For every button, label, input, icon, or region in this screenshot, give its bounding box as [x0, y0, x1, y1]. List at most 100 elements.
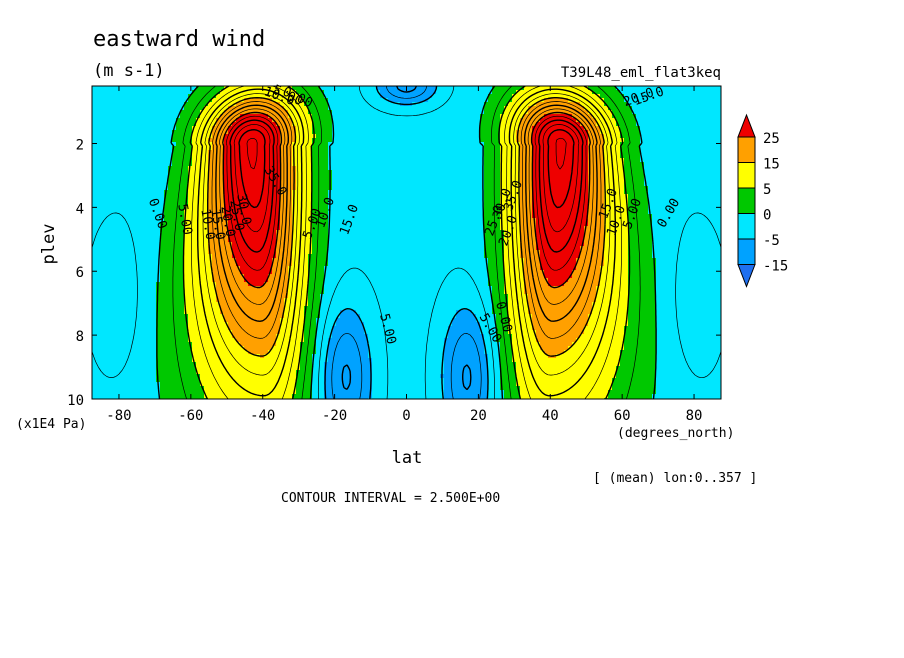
field-cell [136, 250, 141, 255]
field-cell [288, 98, 293, 103]
field-cell [160, 94, 165, 99]
field-cell [92, 274, 97, 279]
field-cell [168, 394, 173, 399]
field-cell [256, 358, 261, 363]
field-cell [340, 246, 345, 251]
field-cell [128, 186, 133, 191]
field-cell [120, 322, 125, 327]
field-cell [132, 342, 137, 347]
field-cell [120, 310, 125, 315]
field-cell [268, 322, 273, 327]
field-cell [276, 382, 281, 387]
field-cell [276, 318, 281, 323]
field-cell [220, 154, 225, 159]
field-cell [336, 294, 341, 299]
field-cell [284, 142, 289, 147]
field-cell [148, 122, 153, 127]
field-cell [160, 314, 165, 319]
field-cell [300, 134, 305, 139]
field-cell [156, 314, 161, 319]
field-cell [284, 166, 289, 171]
field-cell [152, 174, 157, 179]
field-cell [212, 370, 217, 375]
field-cell [276, 326, 281, 331]
field-cell [268, 262, 273, 267]
field-cell [288, 310, 293, 315]
field-cell [232, 154, 237, 159]
field-cell [244, 162, 249, 167]
field-cell [320, 306, 325, 311]
field-cell [248, 106, 253, 111]
field-cell [276, 182, 281, 187]
field-cell [136, 378, 141, 383]
field-cell [316, 362, 321, 367]
field-cell [228, 126, 233, 131]
field-cell [336, 226, 341, 231]
field-cell [112, 158, 117, 163]
field-cell [304, 270, 309, 275]
field-cell [100, 86, 105, 91]
field-cell [276, 274, 281, 279]
field-cell [312, 238, 317, 243]
field-cell [116, 174, 121, 179]
field-cell [320, 186, 325, 191]
field-cell [132, 390, 137, 395]
field-cell [308, 342, 313, 347]
field-cell [188, 394, 193, 399]
field-cell [320, 314, 325, 319]
field-cell [332, 170, 337, 175]
field-cell [144, 302, 149, 307]
field-cell [244, 270, 249, 275]
field-cell [168, 134, 173, 139]
field-cell [172, 158, 177, 163]
field-cell [232, 310, 237, 315]
field-cell [216, 346, 221, 351]
field-cell [292, 90, 297, 95]
field-cell [276, 98, 281, 103]
field-cell [108, 94, 113, 99]
field-cell [200, 90, 205, 95]
field-cell [268, 86, 273, 91]
field-cell [148, 342, 153, 347]
field-cell [332, 98, 337, 103]
field-cell [172, 226, 177, 231]
field-cell [240, 118, 245, 123]
field-cell [212, 318, 217, 323]
field-cell [188, 362, 193, 367]
field-cell [172, 374, 177, 379]
field-cell [320, 294, 325, 299]
field-cell [240, 246, 245, 251]
field-cell [116, 218, 121, 223]
field-cell [236, 90, 241, 95]
field-cell [160, 226, 165, 231]
field-cell [256, 146, 261, 151]
field-cell [124, 250, 129, 255]
field-cell [160, 86, 165, 91]
field-cell [248, 198, 253, 203]
field-cell [236, 342, 241, 347]
field-cell [344, 106, 349, 111]
field-cell [200, 238, 205, 243]
field-cell [136, 218, 141, 223]
field-cell [132, 126, 137, 131]
field-cell [324, 338, 329, 343]
field-cell [276, 150, 281, 155]
field-cell [256, 122, 261, 127]
field-cell [296, 194, 301, 199]
field-cell [204, 138, 209, 143]
field-cell [156, 370, 161, 375]
field-cell [268, 334, 273, 339]
field-cell [296, 206, 301, 211]
field-cell [92, 226, 97, 231]
field-cell [328, 366, 333, 371]
field-cell [128, 90, 133, 95]
field-cell [308, 330, 313, 335]
field-cell [308, 302, 313, 307]
field-cell [224, 186, 229, 191]
field-cell [192, 274, 197, 279]
field-cell [196, 118, 201, 123]
field-cell [220, 98, 225, 103]
field-cell [220, 126, 225, 131]
field-cell [172, 162, 177, 167]
field-cell [136, 162, 141, 167]
